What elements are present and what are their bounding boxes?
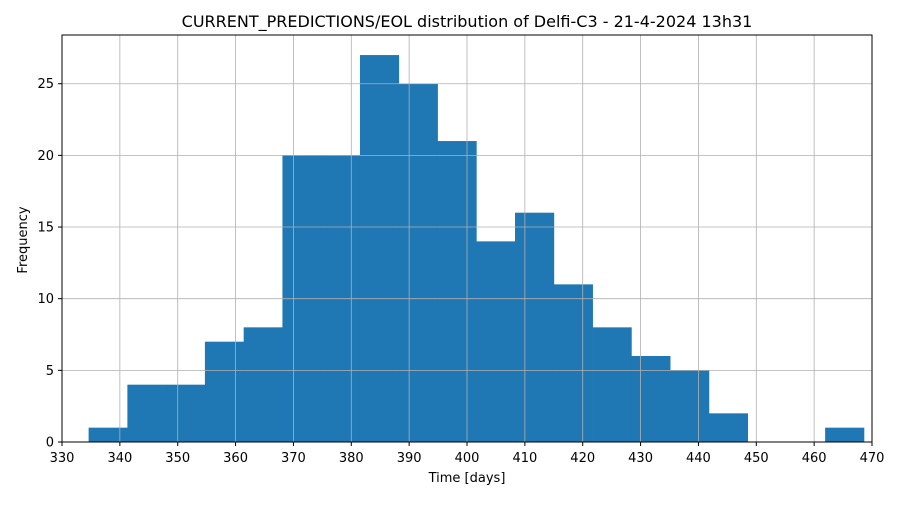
histogram-bar [88,427,128,442]
x-tick-label: 390 [397,451,422,466]
histogram-bar [243,327,283,442]
x-tick-label: 420 [570,451,595,466]
x-tick-label: 450 [744,451,769,466]
x-axis-label: Time [days] [428,471,506,486]
y-tick-label: 10 [37,292,54,307]
histogram-bar [592,327,632,442]
x-tick-label: 440 [686,451,711,466]
histogram-bar [476,241,516,442]
histogram-bar [437,141,477,442]
x-tick-label: 360 [223,451,248,466]
x-tick-label: 470 [860,451,885,466]
y-tick-label: 5 [46,364,54,379]
x-tick-label: 460 [802,451,827,466]
x-tick-label: 340 [107,451,132,466]
histogram-bar [204,341,245,442]
x-tick-label: 410 [512,451,537,466]
chart-title: CURRENT_PREDICTIONS/EOL distribution of … [182,12,753,32]
grid-group [61,35,873,443]
histogram-bar [631,356,671,442]
histogram-bar [166,384,206,442]
histogram-bar [398,83,438,443]
y-tick-label: 25 [37,77,54,92]
histogram-bar [127,384,167,442]
histogram-bar [553,284,593,442]
histogram-bar [825,427,865,442]
x-tick-label: 330 [50,451,75,466]
y-tick-label: 15 [37,221,54,236]
y-axis-label: Frequency [16,206,31,273]
x-tick-label: 380 [339,451,364,466]
x-tick-label: 370 [281,451,306,466]
histogram-bar [515,212,555,442]
x-tick-label: 350 [165,451,190,466]
x-tick-label: 400 [455,451,480,466]
y-tick-label: 20 [37,149,54,164]
histogram-bar [670,370,710,442]
histogram-bar [708,413,749,442]
x-tick-label: 430 [628,451,653,466]
bars-group [88,55,865,443]
y-tick-label: 0 [46,436,54,451]
axes-group: 330 340 350 360 370 380 390 400 410 420 430 440 450 4… [37,34,885,466]
histogram-bar [359,55,400,442]
